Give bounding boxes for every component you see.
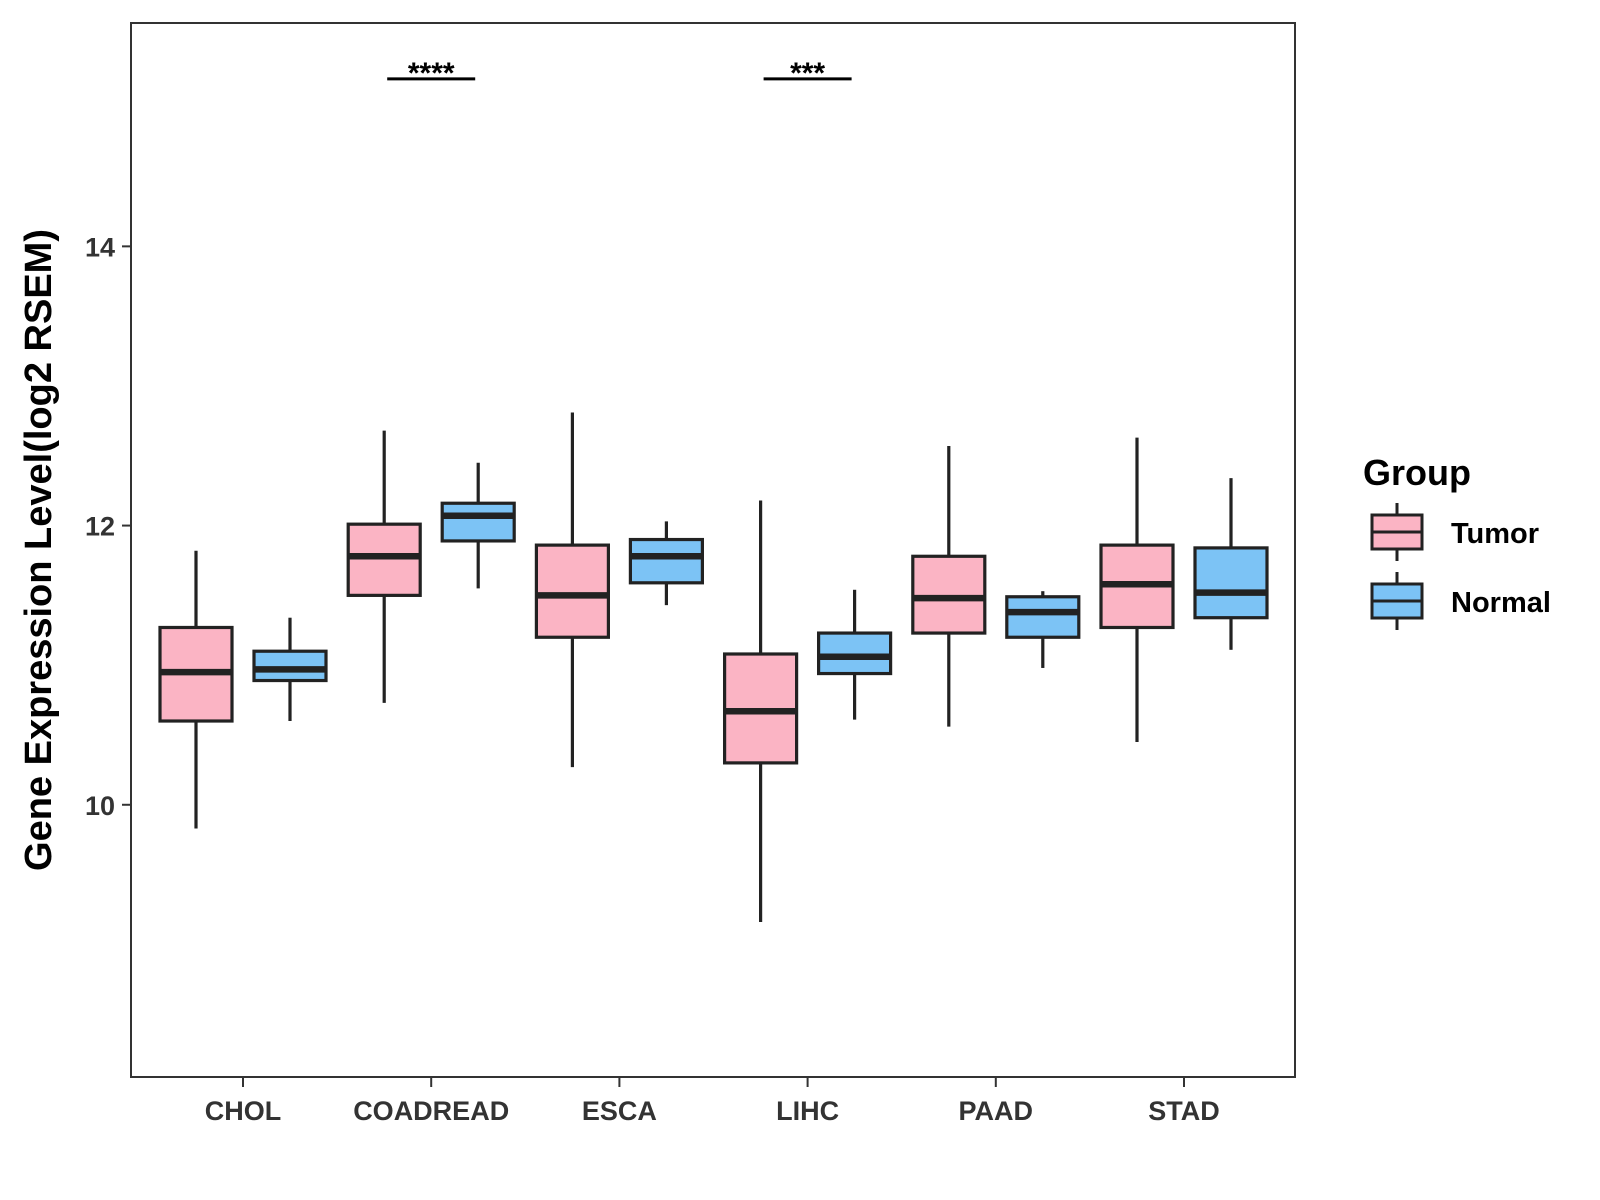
y-tick-label-10: 10 <box>85 791 115 821</box>
legend-title: Group <box>1363 452 1471 493</box>
box-body <box>1005 595 1081 639</box>
box-paad-tumor <box>911 445 987 727</box>
box-stad-normal <box>1193 478 1269 650</box>
box-coadread-tumor <box>346 430 422 703</box>
legend: Group Tumor Normal <box>1363 452 1551 630</box>
box-lihc-tumor <box>722 500 799 923</box>
x-axis: CHOL COADREAD ESCA LIHC PAAD STAD <box>205 1077 1220 1126</box>
box-paad-normal <box>1005 591 1081 668</box>
x-tick-label-stad: STAD <box>1148 1096 1220 1126</box>
box-coadread-normal <box>440 462 516 589</box>
legend-label-normal: Normal <box>1451 587 1551 619</box>
x-tick-label-chol: CHOL <box>205 1096 282 1126</box>
x-tick-label-paad: PAAD <box>959 1096 1034 1126</box>
y-axis: 10 12 14 <box>85 232 131 821</box>
box-body <box>534 543 611 639</box>
box-lihc-normal <box>816 589 893 720</box>
box-body <box>440 501 516 543</box>
x-tick-label-lihc: LIHC <box>776 1096 839 1126</box>
significance-label: **** <box>408 57 455 90</box>
box-esca-normal <box>628 521 705 606</box>
x-tick-label-esca: ESCA <box>582 1096 657 1126</box>
box-esca-tumor <box>534 412 611 768</box>
significance-lihc: *** <box>763 57 852 90</box>
box-body <box>816 631 893 676</box>
box-chol-tumor <box>158 550 234 829</box>
box-body <box>1193 546 1269 620</box>
y-tick-label-12: 12 <box>85 512 115 542</box>
significance-layer: **** *** <box>387 57 852 90</box>
box-stad-tumor <box>1099 437 1175 742</box>
legend-label-tumor: Tumor <box>1451 518 1539 550</box>
legend-entry-normal: Normal <box>1370 572 1551 630</box>
boxes-layer <box>158 412 1269 923</box>
box-body <box>911 554 987 635</box>
box-chol-normal <box>252 617 328 722</box>
significance-coadread: **** <box>387 57 476 90</box>
box-body <box>252 649 328 683</box>
legend-entry-tumor: Tumor <box>1370 503 1539 561</box>
y-axis-label: Gene Expression Level(log2 RSEM) <box>18 229 60 871</box>
box-body <box>628 537 705 585</box>
x-tick-label-coadread: COADREAD <box>353 1096 509 1126</box>
significance-label: *** <box>790 57 825 90</box>
box-body <box>346 522 422 597</box>
y-tick-label-14: 14 <box>85 232 115 262</box>
